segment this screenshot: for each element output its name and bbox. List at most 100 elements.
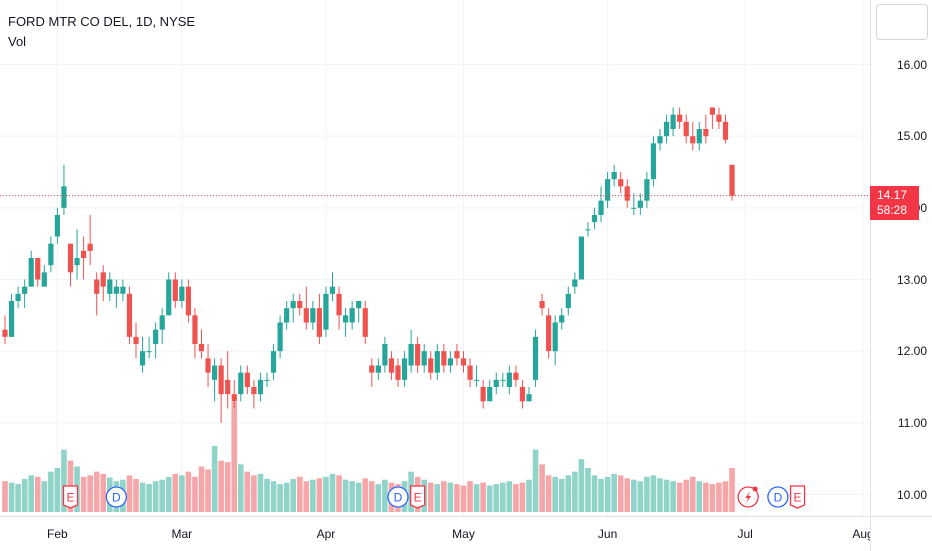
volume-bar: [303, 481, 310, 512]
candle-body: [709, 107, 715, 115]
candle-body: [323, 293, 329, 330]
volume-bar: [729, 468, 735, 512]
candle-body: [356, 301, 362, 309]
candle-body: [113, 286, 119, 294]
time-scale[interactable]: Feb Mar Apr May Jun Jul Aug: [0, 516, 874, 551]
volume-bar: [552, 476, 558, 512]
scale-corner: [870, 516, 932, 551]
candle-body: [349, 308, 355, 323]
candle-body: [591, 215, 598, 223]
event-marker-letter: E: [794, 491, 802, 505]
candle-body: [225, 379, 231, 395]
candle-body: [460, 358, 467, 366]
earnings-marker: [62, 485, 79, 509]
event-marker-letter: E: [414, 491, 422, 505]
volume-bar: [369, 481, 375, 512]
symbol-title[interactable]: FORD MTR CO DEL, 1D, NYSE: [8, 14, 196, 29]
dividend-marker: [105, 486, 127, 508]
candle-body: [375, 365, 381, 373]
volume-bar: [185, 471, 192, 512]
candle-body: [722, 121, 729, 140]
candle-body: [212, 365, 218, 380]
price-tick-label: 11.00: [897, 415, 927, 430]
volume-bar: [54, 468, 61, 512]
volume-bar: [519, 482, 526, 512]
candle-body: [663, 121, 670, 137]
candle-body: [28, 258, 34, 287]
time-tick-label: Aug: [852, 527, 874, 541]
candle-body: [670, 114, 676, 129]
volume-bar: [558, 479, 565, 512]
candle-body: [716, 114, 722, 122]
earnings-marker: [410, 485, 426, 509]
volume-bar: [506, 481, 513, 512]
volume-bar: [441, 481, 447, 512]
volume-bar: [192, 476, 198, 512]
candle-body: [198, 344, 205, 352]
candle-body: [192, 315, 198, 344]
candle-body: [401, 358, 408, 380]
price-tick-label: 16.00: [896, 57, 927, 72]
candle-body: [480, 387, 486, 402]
volume-bar: [591, 475, 598, 512]
volume-label[interactable]: Vol: [8, 34, 27, 49]
volume-bar: [93, 471, 100, 512]
dividend-marker: [767, 486, 789, 508]
candle-body: [572, 279, 578, 287]
candle-body: [277, 322, 283, 352]
candle-body: [526, 394, 532, 402]
candle-body: [67, 243, 74, 273]
event-marker-letter: E: [66, 491, 74, 505]
candle-body: [94, 279, 100, 294]
volume-bar: [323, 476, 329, 512]
volume-bar: [644, 476, 650, 512]
volume-bar: [460, 485, 467, 512]
candle-body: [500, 379, 506, 381]
volume-bar: [703, 482, 709, 512]
dividend-marker: [387, 486, 409, 508]
candle-body: [329, 286, 336, 294]
volume-bar: [290, 479, 296, 512]
volume-bar: [722, 481, 729, 512]
volume-bar: [257, 473, 264, 512]
volume-bar: [238, 464, 244, 512]
volume-bar: [28, 475, 34, 512]
candle-body: [578, 236, 584, 280]
candle-body: [513, 372, 519, 380]
volume-bar: [244, 471, 251, 512]
candle-body: [251, 387, 257, 395]
candle-body: [107, 279, 113, 294]
notification-dot: [752, 486, 758, 492]
candle-body: [284, 308, 290, 323]
candle-body: [100, 272, 106, 287]
candle-body: [605, 179, 611, 201]
candle-body: [434, 351, 440, 373]
volume-bar: [637, 481, 644, 512]
volume-bar: [218, 460, 224, 512]
candle-body: [677, 114, 683, 122]
volume-bar: [716, 482, 722, 512]
volume-bar: [8, 482, 15, 512]
volume-bar: [670, 481, 676, 512]
volume-bar: [41, 481, 48, 512]
candle-body: [54, 215, 60, 237]
chart-legend: FORD MTR CO DEL, 1D, NYSE Vol: [8, 12, 195, 52]
candle-body: [408, 344, 414, 366]
candle-body: [231, 394, 237, 402]
volume-bar: [355, 482, 362, 512]
candle-body: [690, 136, 696, 144]
candle-body: [428, 358, 434, 373]
candle-body: [146, 351, 152, 353]
scale-settings-button[interactable]: [876, 4, 928, 40]
volume-bar: [296, 476, 303, 512]
candle-body: [631, 207, 637, 209]
flash-icon: [745, 491, 752, 503]
candle-body: [395, 365, 401, 380]
candle-body: [447, 358, 453, 366]
volume-bar: [100, 473, 107, 512]
candle-body: [441, 351, 447, 366]
volume-bar: [205, 469, 211, 512]
